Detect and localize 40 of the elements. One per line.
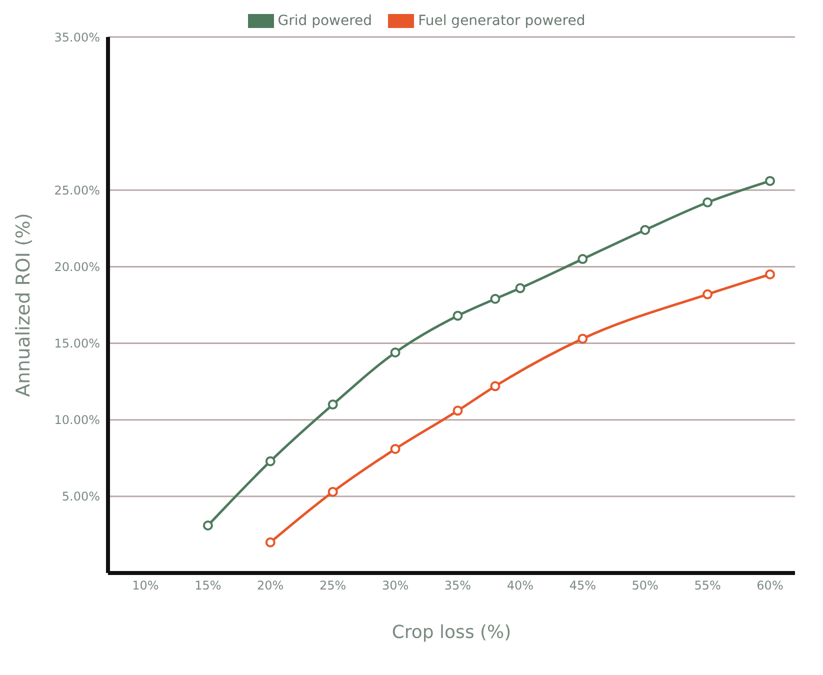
point <box>202 520 213 531</box>
point <box>390 347 400 358</box>
point <box>490 381 500 392</box>
legend-label: Fuel generator powered <box>418 13 586 29</box>
x-tick-label: 45% <box>569 578 596 593</box>
point <box>765 269 776 280</box>
point <box>578 254 588 264</box>
y-tick-label: 10.00% <box>54 413 100 428</box>
y-axis-title: Annualized ROI (%) <box>12 213 35 397</box>
x-tick-label: 10% <box>132 578 159 593</box>
x-tick-label: 55% <box>694 578 721 593</box>
y-tick-label: 20.00% <box>54 260 100 274</box>
x-tick-label: 60% <box>756 578 784 593</box>
legend-label: Grid powered <box>278 13 372 29</box>
point <box>702 197 713 208</box>
point <box>328 486 338 497</box>
x-tick-label: 30% <box>382 578 409 593</box>
point <box>640 224 650 235</box>
point <box>490 294 500 304</box>
point <box>452 310 463 321</box>
point <box>265 537 276 548</box>
x-tick-label: 35% <box>444 578 472 593</box>
y-tick-label: 25.00% <box>54 183 100 198</box>
point <box>515 283 526 294</box>
point <box>702 289 713 300</box>
point <box>390 444 400 454</box>
x-tick-label: 15% <box>194 578 222 593</box>
x-axis-title: Crop loss (%) <box>392 622 512 643</box>
point <box>265 456 276 466</box>
point <box>578 334 588 344</box>
x-tick-label: 20% <box>257 578 284 593</box>
x-tick-label: 25% <box>320 578 346 593</box>
y-tick-label: 35.00% <box>54 30 100 44</box>
x-tick-label: 50% <box>632 578 658 593</box>
y-tick-label: 15.00% <box>54 336 100 351</box>
point <box>328 400 338 410</box>
point <box>452 406 463 416</box>
y-tick-label: 5.00% <box>62 490 100 504</box>
point <box>765 176 776 186</box>
x-tick-label: 40% <box>506 578 534 593</box>
